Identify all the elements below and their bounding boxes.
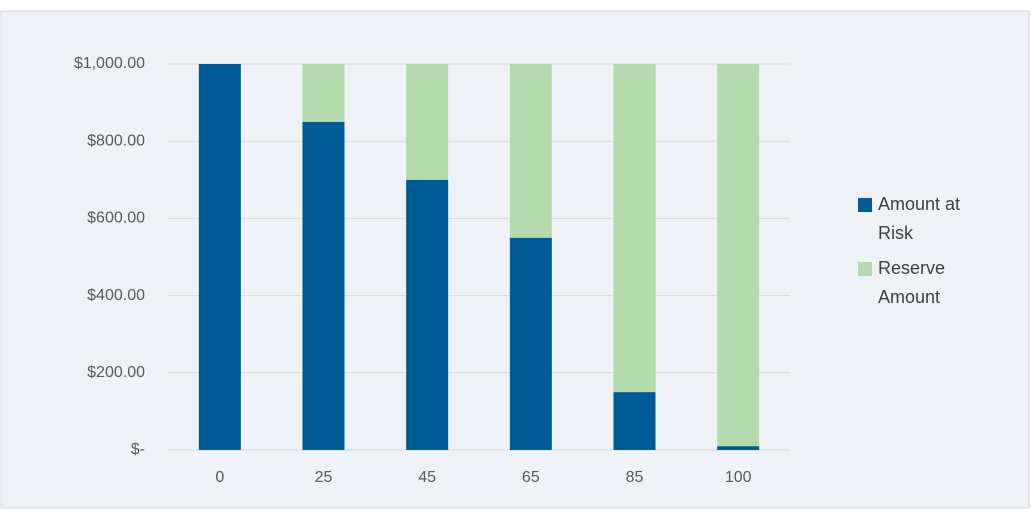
y-tick-label: $1,000.00 (74, 55, 145, 72)
legend-label: Amount at Risk (878, 194, 961, 243)
legend-swatch (858, 198, 872, 212)
y-tick-label: $- (131, 441, 145, 458)
x-tick-label: 25 (315, 469, 333, 486)
bar-segment (613, 392, 656, 450)
bar-segment (302, 64, 345, 122)
bar-segment (198, 64, 241, 450)
legend-label: Reserve Amount (878, 258, 946, 307)
x-tick-label: 85 (626, 469, 644, 486)
bar-segment (717, 64, 760, 447)
x-tick-label: 0 (215, 469, 224, 486)
x-tick-label: 65 (522, 469, 540, 486)
y-tick-label: $400.00 (87, 287, 145, 304)
bar-segment (406, 64, 449, 180)
bar-segment (509, 64, 552, 238)
legend-item: Amount at Risk (858, 190, 988, 248)
y-tick-label: $800.00 (87, 132, 145, 149)
legend-item: Reserve Amount (858, 254, 988, 312)
x-tick-label: 100 (725, 469, 752, 486)
legend: Amount at Risk Reserve Amount (858, 190, 988, 318)
legend-swatch (858, 262, 872, 276)
bar-segment (509, 237, 552, 450)
bar-segment (302, 121, 345, 451)
y-tick-label: $600.00 (87, 210, 145, 227)
bar-segment (613, 64, 656, 393)
bar-segment (406, 179, 449, 451)
y-tick-label: $200.00 (87, 364, 145, 381)
bar-segment (717, 446, 760, 450)
x-tick-label: 45 (418, 469, 436, 486)
